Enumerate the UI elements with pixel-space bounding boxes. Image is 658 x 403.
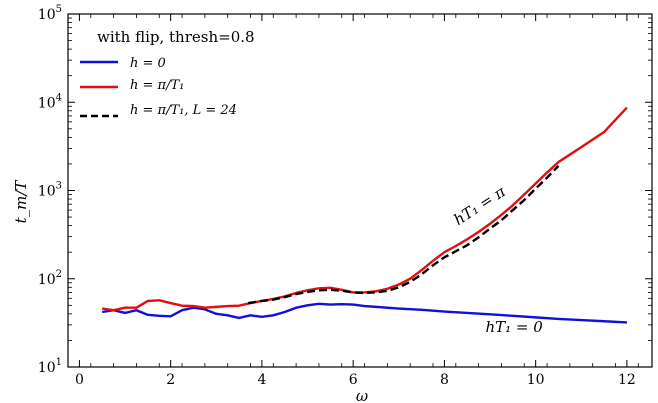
curve-label-1: hT₁ = 0 <box>485 318 543 336</box>
x-tick-label: 10 <box>527 372 545 388</box>
x-tick-label: 0 <box>75 372 84 388</box>
x-tick-label: 12 <box>618 372 636 388</box>
legend-label-h0: h = 0 <box>130 56 166 71</box>
y-tick-label: 105 <box>38 4 62 23</box>
series-hpi-line <box>102 106 628 312</box>
x-tick-label: 8 <box>440 372 449 388</box>
x-tick-label: 6 <box>349 372 358 388</box>
x-tick-label: 4 <box>257 372 266 388</box>
series-h0-line <box>102 302 627 324</box>
legend-label-hpi-l24: h = π/T₁, L = 24 <box>130 103 237 118</box>
y-axis-label: t_m/T <box>12 180 30 224</box>
series-hpi-l24-line <box>248 165 560 305</box>
y-tick-label: 102 <box>38 269 62 288</box>
y-tick-label: 103 <box>38 181 62 200</box>
y-tick-label: 104 <box>38 92 62 111</box>
x-tick-label: 2 <box>166 372 175 388</box>
x-axis-label: ω <box>356 387 368 403</box>
y-tick-label: 101 <box>38 357 62 376</box>
legend: h = 0 h = π/T₁ h = π/T₁, L = 24 <box>80 56 237 118</box>
curve-label-0: hT₁ = π <box>450 182 509 229</box>
legend-label-hpi: h = π/T₁ <box>130 78 184 93</box>
annotation-text: with flip, thresh=0.8 <box>97 28 255 46</box>
